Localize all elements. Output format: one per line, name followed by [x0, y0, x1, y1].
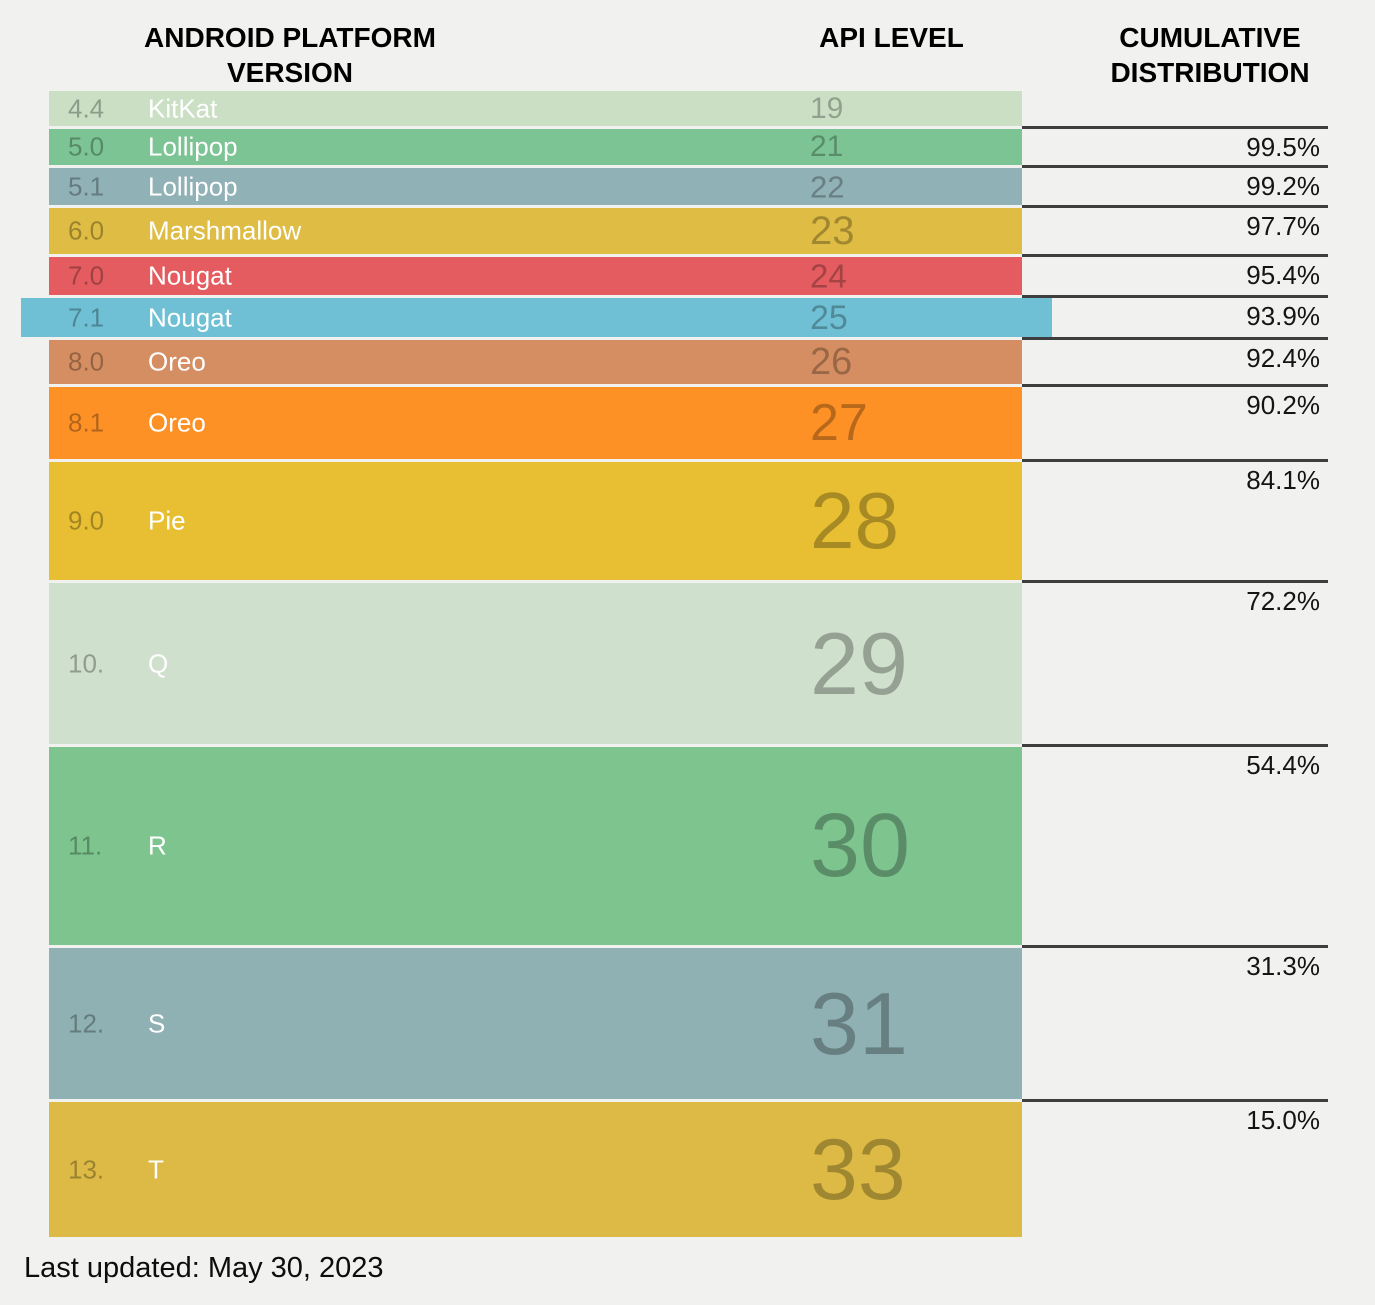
platform-name-label: Nougat — [148, 302, 232, 332]
platform-version-label: 4.4 — [68, 93, 105, 123]
platform-version-label: 5.0 — [68, 131, 105, 162]
platform-name-label: Marshmallow — [148, 215, 302, 246]
platform-row-api-33[interactable]: 13. T 33 — [0, 1102, 1375, 1237]
api-level-label: 30 — [810, 796, 911, 896]
cumulative-value: 99.2% — [1246, 171, 1320, 201]
cumulative-boundary-line — [1022, 945, 1328, 948]
cumulative-value: 31.3% — [1246, 951, 1320, 981]
platform-version-label: 8.1 — [68, 407, 105, 438]
platform-name-label: Oreo — [148, 346, 206, 377]
cumulative-value: 99.5% — [1246, 132, 1320, 162]
platform-row-api-22[interactable]: 5.1 Lollipop 22 — [0, 168, 1375, 205]
column-header-cumulative-distribution: CUMULATIVE DISTRIBUTION — [1110, 22, 1310, 88]
last-updated-label: Last updated: May 30, 2023 — [24, 1252, 384, 1284]
distribution-bar — [49, 948, 1022, 1099]
api-level-label: 19 — [810, 91, 844, 125]
platform-row-api-28[interactable]: 9.0 Pie 28 — [0, 462, 1375, 580]
cumulative-boundary-line — [1022, 459, 1328, 462]
api-level-label: 31 — [810, 973, 908, 1073]
cumulative-boundary-line — [1022, 126, 1328, 129]
platform-row-api-23[interactable]: 6.0 Marshmallow 23 — [0, 208, 1375, 254]
cumulative-value: 15.0% — [1246, 1105, 1320, 1135]
cumulative-value: 90.2% — [1246, 390, 1320, 420]
platform-name-label: Pie — [148, 505, 186, 536]
api-level-label: 29 — [810, 613, 908, 713]
platform-version-label: 6.0 — [68, 215, 105, 246]
cumulative-value: 93.9% — [1246, 301, 1320, 331]
platform-version-label: 7.0 — [68, 260, 105, 291]
api-level-label: 24 — [810, 257, 847, 295]
cumulative-boundary-line — [1022, 295, 1328, 298]
platform-version-label: 7.1 — [68, 302, 105, 332]
platform-name-label: Q — [148, 648, 169, 678]
cumulative-value: 92.4% — [1246, 343, 1320, 373]
cumulative-boundary-line — [1022, 254, 1328, 257]
cumulative-boundary-line — [1022, 205, 1328, 208]
cumulative-boundary-line — [1022, 744, 1328, 747]
cumulative-boundary-line — [1022, 337, 1328, 340]
platform-version-label: 10. — [68, 648, 105, 678]
api-level-label: 23 — [810, 209, 855, 253]
platform-version-label: 8.0 — [68, 346, 105, 377]
cumulative-value: 54.4% — [1246, 750, 1320, 780]
platform-row-api-27[interactable]: 8.1 Oreo 27 — [0, 387, 1375, 459]
cumulative-value: 72.2% — [1246, 586, 1320, 616]
platform-name-label: Nougat — [148, 260, 232, 291]
platform-version-label: 12. — [68, 1008, 105, 1038]
distribution-bar — [49, 387, 1022, 459]
platform-row-api-19[interactable]: 4.4 KitKat 19 — [0, 91, 1375, 126]
cumulative-boundary-line — [1022, 580, 1328, 583]
cumulative-boundary-line — [1022, 165, 1328, 168]
api-level-label: 21 — [810, 130, 844, 163]
platform-name-label: KitKat — [148, 93, 218, 123]
platform-name-label: Lollipop — [148, 171, 238, 201]
platform-row-api-25-selected[interactable]: 7.1 Nougat 25 — [0, 298, 1375, 337]
distribution-bar — [49, 257, 1022, 295]
distribution-bar — [49, 129, 1022, 165]
distribution-bar — [49, 208, 1022, 254]
platform-name-label: T — [148, 1154, 164, 1184]
cumulative-boundary-line — [1022, 384, 1328, 387]
platform-row-api-24[interactable]: 7.0 Nougat 24 — [0, 257, 1375, 295]
api-level-label: 33 — [810, 1121, 906, 1218]
platform-row-api-30[interactable]: 11. R 30 — [0, 747, 1375, 945]
distribution-bar — [49, 168, 1022, 205]
column-header-api-level: API LEVEL — [819, 22, 964, 53]
platform-row-api-29[interactable]: 10. Q 29 — [0, 583, 1375, 744]
platform-name-label: R — [148, 830, 167, 861]
distribution-bar — [49, 747, 1022, 945]
cumulative-value: 97.7% — [1246, 211, 1320, 241]
platform-version-label: 5.1 — [68, 171, 105, 201]
platform-name-label: Oreo — [148, 407, 206, 438]
distribution-bar — [49, 340, 1022, 384]
platform-version-label: 9.0 — [68, 505, 105, 536]
platform-name-label: S — [148, 1008, 166, 1038]
distribution-bar — [49, 583, 1022, 744]
platform-row-api-26[interactable]: 8.0 Oreo 26 — [0, 340, 1375, 384]
distribution-bar — [49, 1102, 1022, 1237]
api-level-label: 27 — [810, 394, 868, 452]
distribution-bar — [49, 91, 1022, 126]
distribution-bar — [21, 298, 1052, 337]
platform-row-api-31[interactable]: 12. S 31 — [0, 948, 1375, 1099]
api-level-label: 26 — [810, 341, 853, 383]
api-level-label: 22 — [810, 169, 845, 204]
api-level-label: 28 — [810, 476, 899, 565]
cumulative-value: 84.1% — [1246, 465, 1320, 495]
column-header-android-platform-version: ANDROID PLATFORM VERSION — [144, 22, 436, 88]
distribution-bar — [49, 462, 1022, 580]
api-level-label: 25 — [810, 298, 848, 337]
platform-row-api-21[interactable]: 5.0 Lollipop 21 — [0, 129, 1375, 165]
platform-name-label: Lollipop — [148, 131, 238, 162]
cumulative-value: 95.4% — [1246, 260, 1320, 290]
platform-version-label: 11. — [68, 830, 103, 861]
platform-version-label: 13. — [68, 1154, 105, 1184]
cumulative-boundary-line — [1022, 1099, 1328, 1102]
